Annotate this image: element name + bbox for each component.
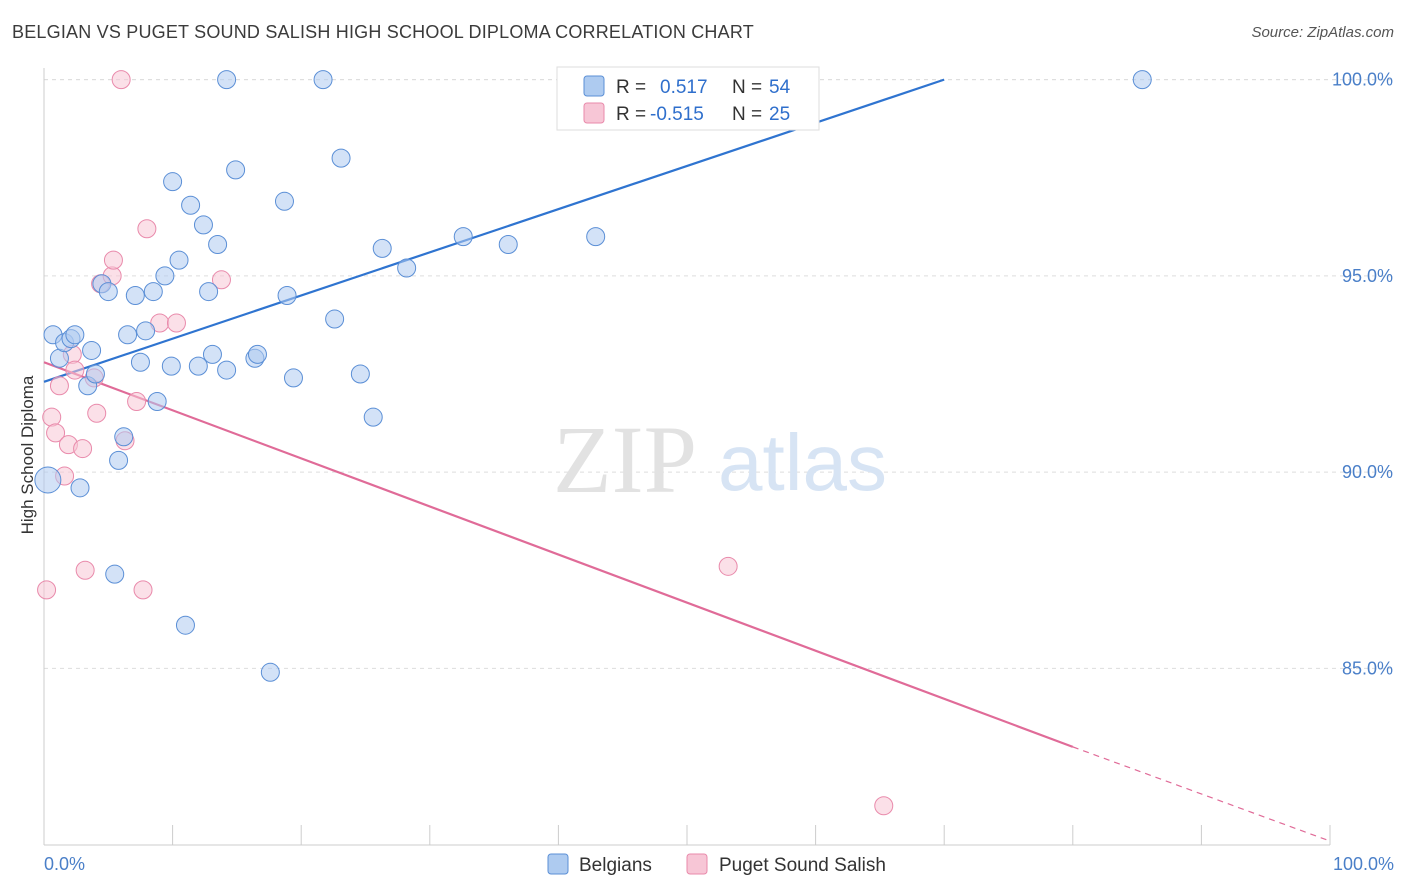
point-salish bbox=[137, 219, 157, 239]
x-tick-label-max: 100.0% bbox=[1333, 854, 1394, 874]
point-salish bbox=[65, 360, 85, 380]
bottom-legend: Belgians Puget Sound Salish bbox=[547, 853, 886, 876]
point-belgians bbox=[136, 321, 156, 341]
point-belgians bbox=[1132, 70, 1152, 90]
legend-r-value-salish: -0.515 bbox=[650, 104, 704, 125]
point-belgians bbox=[397, 258, 417, 278]
point-belgians bbox=[208, 234, 228, 254]
point-salish bbox=[211, 270, 231, 290]
point-salish bbox=[87, 403, 107, 423]
point-belgians bbox=[65, 325, 85, 345]
point-salish bbox=[111, 70, 131, 90]
point-belgians bbox=[372, 238, 392, 258]
point-belgians bbox=[274, 191, 294, 211]
y-axis-label: High School Diploma bbox=[18, 375, 37, 534]
point-belgians bbox=[313, 70, 333, 90]
point-belgians bbox=[118, 325, 138, 345]
point-salish bbox=[103, 250, 123, 270]
point-belgians bbox=[350, 364, 370, 384]
bottom-legend-label-salish: Puget Sound Salish bbox=[719, 855, 886, 876]
point-salish bbox=[718, 556, 738, 576]
point-belgians bbox=[260, 662, 280, 682]
point-belgians bbox=[325, 309, 345, 329]
point-belgians bbox=[498, 234, 518, 254]
legend-r-label-salish: R = bbox=[616, 104, 646, 125]
point-belgians bbox=[109, 450, 129, 470]
point-belgians bbox=[217, 70, 237, 90]
point-belgians bbox=[161, 356, 181, 376]
point-salish bbox=[133, 580, 153, 600]
point-belgians bbox=[283, 368, 303, 388]
point-salish bbox=[166, 313, 186, 333]
point-belgians bbox=[188, 356, 208, 376]
point-belgians bbox=[70, 478, 90, 498]
chart-title: BELGIAN VS PUGET SOUND SALISH HIGH SCHOO… bbox=[12, 22, 754, 42]
bottom-legend-swatch-salish bbox=[686, 853, 708, 875]
x-tick-label-min: 0.0% bbox=[44, 854, 85, 874]
point-belgians bbox=[114, 427, 134, 447]
legend-swatch-belgians bbox=[583, 75, 605, 97]
watermark-zip: ZIP bbox=[553, 406, 697, 513]
point-belgians bbox=[193, 215, 213, 235]
point-salish bbox=[46, 423, 66, 443]
point-belgians bbox=[202, 344, 222, 364]
point-belgians bbox=[34, 466, 62, 494]
legend-box: R = 0.517 N = 54 R = -0.515 N = 25 bbox=[556, 66, 820, 131]
trend-line-salish-extension bbox=[1072, 746, 1331, 842]
point-belgians bbox=[143, 282, 163, 302]
point-salish bbox=[75, 560, 95, 580]
point-salish bbox=[37, 580, 57, 600]
point-belgians bbox=[277, 286, 297, 305]
legend-r-label-belgians: R = bbox=[616, 77, 646, 98]
point-belgians bbox=[130, 352, 150, 372]
point-salish bbox=[49, 376, 69, 396]
point-belgians bbox=[363, 407, 383, 427]
point-belgians bbox=[199, 282, 219, 302]
watermark: ZIP atlas bbox=[553, 406, 887, 513]
point-salish bbox=[42, 407, 62, 427]
point-salish bbox=[73, 439, 93, 459]
point-belgians bbox=[247, 344, 267, 364]
point-belgians bbox=[586, 227, 606, 247]
legend-n-value-salish: 25 bbox=[769, 104, 790, 125]
point-belgians bbox=[147, 391, 167, 411]
legend-r-value-belgians: 0.517 bbox=[660, 77, 708, 98]
point-belgians bbox=[82, 340, 102, 360]
point-belgians bbox=[217, 360, 237, 380]
legend-n-value-belgians: 54 bbox=[769, 77, 791, 98]
watermark-atlas: atlas bbox=[718, 418, 887, 507]
point-belgians bbox=[105, 564, 125, 584]
point-belgians bbox=[453, 227, 473, 247]
gridlines bbox=[44, 79, 1394, 669]
y-tick-label: 85.0% bbox=[1342, 658, 1393, 678]
legend-n-label-belgians: N = bbox=[732, 77, 762, 98]
point-belgians bbox=[85, 364, 105, 384]
point-belgians bbox=[226, 160, 246, 180]
legend-swatch-salish bbox=[583, 102, 605, 124]
point-belgians bbox=[175, 615, 195, 635]
source-label: Source: ZipAtlas.com bbox=[1251, 24, 1394, 41]
point-belgians bbox=[163, 172, 183, 192]
y-tick-label: 90.0% bbox=[1342, 462, 1393, 482]
point-belgians bbox=[98, 282, 118, 302]
y-tick-labels: 85.0% 90.0% 95.0% 100.0% bbox=[1332, 70, 1393, 679]
point-salish bbox=[874, 796, 894, 816]
bottom-legend-label-belgians: Belgians bbox=[579, 855, 652, 876]
bottom-legend-swatch-belgians bbox=[547, 853, 569, 875]
trend-line-salish bbox=[43, 361, 1074, 748]
y-tick-label: 100.0% bbox=[1332, 70, 1393, 90]
point-salish bbox=[127, 391, 147, 411]
axes bbox=[43, 68, 1331, 846]
y-tick-label: 95.0% bbox=[1342, 266, 1393, 286]
point-belgians bbox=[331, 148, 351, 168]
point-belgians bbox=[125, 286, 145, 305]
point-belgians bbox=[155, 266, 175, 286]
scatter-points bbox=[34, 70, 1152, 816]
point-belgians bbox=[169, 250, 189, 270]
point-belgians bbox=[181, 195, 201, 215]
legend-n-label-salish: N = bbox=[732, 104, 762, 125]
